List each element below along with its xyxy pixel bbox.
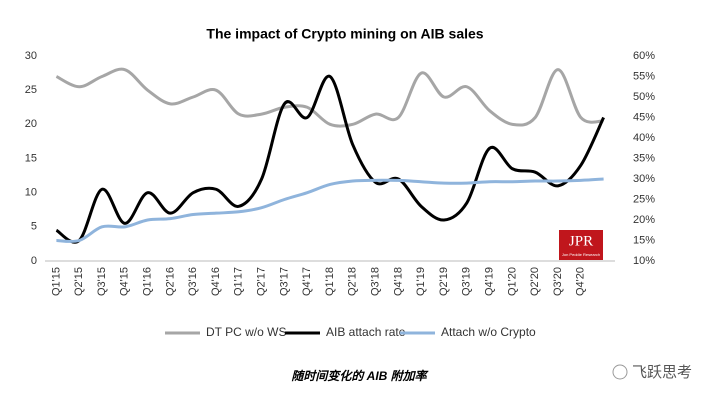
x-tick-label: Q2'17 [256, 267, 268, 296]
y-tick-label: 5 [31, 221, 37, 233]
y-tick-label: 10 [25, 187, 37, 199]
x-tick-label: Q1'17 [233, 267, 245, 296]
x-tick-label: Q1'20 [506, 267, 518, 296]
y-tick-label: 30 [25, 50, 37, 62]
y-tick-label: 15 [25, 152, 37, 164]
x-tick-label: Q4'20 [575, 267, 587, 296]
x-tick-label: Q3'17 [278, 267, 290, 296]
legend-label: DT PC w/o WS [206, 325, 286, 339]
y2-tick-label: 30% [633, 173, 655, 185]
x-tick-label: Q4'16 [210, 267, 222, 296]
x-tick-label: Q4'15 [119, 267, 131, 296]
x-tick-label: Q1'16 [142, 267, 154, 296]
y2-tick-label: 15% [633, 234, 655, 246]
x-tick-label: Q3'20 [552, 267, 564, 296]
x-tick-label: Q2'15 [73, 267, 85, 296]
x-tick-label: Q4'18 [392, 267, 404, 296]
x-tick-label: Q3'16 [187, 267, 199, 296]
x-tick-label: Q1'19 [415, 267, 427, 296]
logo-sub: Jon Peddie Research [562, 252, 600, 257]
series-line [56, 177, 604, 244]
y-tick-label: 25 [25, 84, 37, 96]
x-tick-label: Q1'15 [50, 267, 62, 296]
x-tick-label: Q4'19 [484, 267, 496, 296]
x-tick-label: Q2'20 [529, 267, 541, 296]
x-tick-label: Q4'17 [301, 267, 313, 296]
y-tick-label: 0 [31, 255, 37, 267]
x-tick-label: Q3'19 [461, 267, 473, 296]
y2-tick-label: 55% [633, 70, 655, 82]
x-tick-label: Q2'18 [347, 267, 359, 296]
x-tick-label: Q3'18 [370, 267, 382, 296]
y2-tick-label: 35% [633, 152, 655, 164]
y2-tick-label: 25% [633, 193, 655, 205]
series-line [55, 74, 605, 244]
logo-box [559, 230, 603, 260]
watermark: 飞跃思考 [632, 364, 692, 381]
y-tick-label: 20 [25, 118, 37, 130]
y2-tick-label: 40% [633, 132, 655, 144]
legend-label: Attach w/o Crypto [441, 325, 536, 339]
y2-tick-label: 45% [633, 111, 655, 123]
y2-tick-label: 50% [633, 91, 655, 103]
legend-label: AIB attach rate [326, 325, 406, 339]
y2-tick-label: 60% [633, 50, 655, 62]
caption: 随时间变化的 AIB 附加率 [291, 369, 428, 383]
x-tick-label: Q2'16 [164, 267, 176, 296]
y2-tick-label: 10% [633, 255, 655, 267]
x-tick-label: Q2'19 [438, 267, 450, 296]
chart-title: The impact of Crypto mining on AIB sales [206, 26, 483, 42]
logo: JPR [569, 233, 593, 249]
x-tick-label: Q3'15 [96, 267, 108, 296]
x-tick-label: Q1'18 [324, 267, 336, 296]
watermark-icon [612, 364, 628, 380]
y2-tick-label: 20% [633, 214, 655, 226]
series-line [55, 67, 604, 128]
